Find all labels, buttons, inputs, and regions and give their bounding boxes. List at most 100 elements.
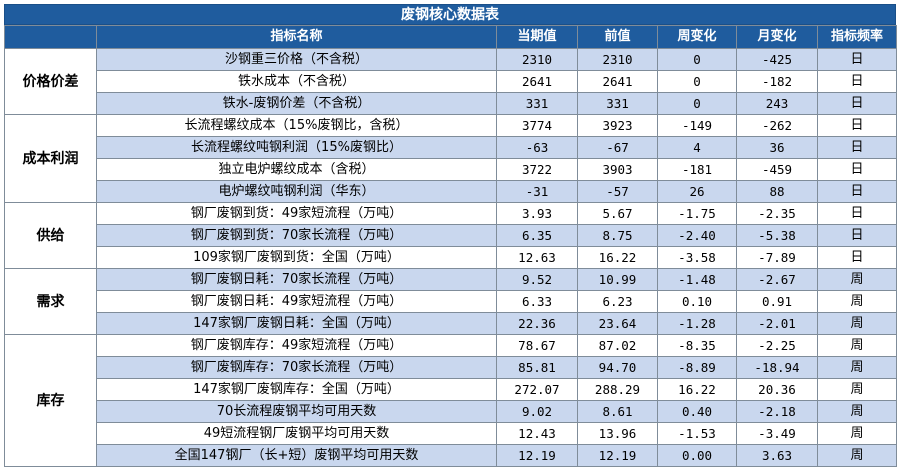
previous-value-cell: 3903 bbox=[577, 158, 658, 181]
previous-value-cell: 23.64 bbox=[577, 312, 658, 335]
current-value-cell: 12.19 bbox=[496, 444, 578, 467]
weekly-change-cell: 0 bbox=[657, 70, 737, 93]
previous-value-cell: 288.29 bbox=[577, 378, 658, 401]
monthly-change-cell: -2.01 bbox=[736, 312, 818, 335]
frequency-cell: 周 bbox=[817, 290, 897, 313]
previous-value-cell: 13.96 bbox=[577, 422, 658, 445]
weekly-change-cell: -8.89 bbox=[657, 356, 737, 379]
table-row: 钢厂废钢库存：70家长流程（万吨） 85.81 94.70 -8.89 -18.94 周 bbox=[5, 356, 897, 379]
monthly-change-cell: -2.35 bbox=[736, 202, 818, 225]
current-value-cell: 85.81 bbox=[496, 356, 578, 379]
frequency-cell: 日 bbox=[817, 48, 897, 71]
weekly-change-cell: 0.00 bbox=[657, 444, 737, 467]
category-label: 库存 bbox=[4, 334, 97, 467]
table-title: 废钢核心数据表 bbox=[4, 4, 896, 25]
monthly-change-cell: -7.89 bbox=[736, 246, 818, 269]
category-label: 成本利润 bbox=[4, 114, 97, 203]
indicator-name-cell: 长流程螺纹吨钢利润（15%废钢比） bbox=[96, 136, 497, 159]
header-previous-value: 前值 bbox=[577, 25, 658, 49]
current-value-cell: 2641 bbox=[496, 70, 578, 93]
indicator-name-cell: 钢厂废钢日耗：49家短流程（万吨） bbox=[96, 290, 497, 313]
monthly-change-cell: -18.94 bbox=[736, 356, 818, 379]
category-label: 价格价差 bbox=[4, 48, 97, 115]
weekly-change-cell: -1.75 bbox=[657, 202, 737, 225]
table-row: 铁水成本（不含税） 2641 2641 0 -182 日 bbox=[5, 70, 897, 93]
indicator-name-cell: 钢厂废钢日耗：70家长流程（万吨） bbox=[96, 268, 497, 291]
current-value-cell: 78.67 bbox=[496, 334, 578, 357]
scrap-steel-data-table: 废钢核心数据表 指标名称 当期值 前值 周变化 月变化 指标频率 价格价差 沙钢重… bbox=[4, 4, 897, 467]
weekly-change-cell: -1.53 bbox=[657, 422, 737, 445]
previous-value-cell: 5.67 bbox=[577, 202, 658, 225]
table-row: 70长流程废钢平均可用天数 9.02 8.61 0.40 -2.18 周 bbox=[5, 400, 897, 423]
header-current-value: 当期值 bbox=[496, 25, 578, 49]
category-label: 供给 bbox=[4, 202, 97, 269]
monthly-change-cell: -425 bbox=[736, 48, 818, 71]
current-value-cell: 331 bbox=[496, 92, 578, 115]
previous-value-cell: 87.02 bbox=[577, 334, 658, 357]
current-value-cell: -63 bbox=[496, 136, 578, 159]
monthly-change-cell: -5.38 bbox=[736, 224, 818, 247]
previous-value-cell: 12.19 bbox=[577, 444, 658, 467]
monthly-change-cell: -2.25 bbox=[736, 334, 818, 357]
table-row: 库存 钢厂废钢库存：49家短流程（万吨） 78.67 87.02 -8.35 -2.25 周 bbox=[4, 334, 897, 467]
current-value-cell: 12.43 bbox=[496, 422, 578, 445]
monthly-change-cell: -2.67 bbox=[736, 268, 818, 291]
current-value-cell: 3774 bbox=[496, 114, 578, 137]
weekly-change-cell: 4 bbox=[657, 136, 737, 159]
indicator-name-cell: 钢厂废钢到货：70家长流程（万吨） bbox=[96, 224, 497, 247]
header-row: 指标名称 当期值 前值 周变化 月变化 指标频率 bbox=[4, 25, 897, 49]
table-row: 价格价差 沙钢重三价格（不含税） 2310 2310 0 -425 日 bbox=[4, 48, 897, 115]
previous-value-cell: 2641 bbox=[577, 70, 658, 93]
table-row: 铁水-废钢价差（不含税） 331 331 0 243 日 bbox=[5, 92, 897, 115]
monthly-change-cell: 20.36 bbox=[736, 378, 818, 401]
current-value-cell: 9.02 bbox=[496, 400, 578, 423]
current-value-cell: 2310 bbox=[496, 48, 578, 71]
indicator-name-cell: 钢厂废钢库存：70家长流程（万吨） bbox=[96, 356, 497, 379]
current-value-cell: 6.33 bbox=[496, 290, 578, 313]
weekly-change-cell: 0 bbox=[657, 48, 737, 71]
indicator-name-cell: 全国147钢厂（长+短）废钢平均可用天数 bbox=[96, 444, 497, 467]
previous-value-cell: -67 bbox=[577, 136, 658, 159]
weekly-change-cell: -181 bbox=[657, 158, 737, 181]
monthly-change-cell: -2.18 bbox=[736, 400, 818, 423]
current-value-cell: 3.93 bbox=[496, 202, 578, 225]
weekly-change-cell: 0.10 bbox=[657, 290, 737, 313]
current-value-cell: 3722 bbox=[496, 158, 578, 181]
frequency-cell: 周 bbox=[817, 334, 897, 357]
header-frequency: 指标频率 bbox=[817, 25, 897, 49]
weekly-change-cell: 26 bbox=[657, 180, 737, 203]
monthly-change-cell: 243 bbox=[736, 92, 818, 115]
indicator-name-cell: 电炉螺纹吨钢利润（华东） bbox=[96, 180, 497, 203]
frequency-cell: 周 bbox=[817, 312, 897, 335]
table-row: 独立电炉螺纹成本（含税） 3722 3903 -181 -459 日 bbox=[5, 158, 897, 181]
header-monthly-change: 月变化 bbox=[736, 25, 818, 49]
table-row: 需求 钢厂废钢日耗：70家长流程（万吨） 9.52 10.99 -1.48 -2.67 周 bbox=[4, 268, 897, 335]
monthly-change-cell: -262 bbox=[736, 114, 818, 137]
weekly-change-cell: 16.22 bbox=[657, 378, 737, 401]
indicator-name-cell: 沙钢重三价格（不含税） bbox=[96, 48, 497, 71]
previous-value-cell: 16.22 bbox=[577, 246, 658, 269]
table-row: 钢厂废钢日耗：49家短流程（万吨） 6.33 6.23 0.10 0.91 周 bbox=[5, 290, 897, 313]
indicator-name-cell: 147家钢厂废钢库存：全国（万吨） bbox=[96, 378, 497, 401]
monthly-change-cell: 0.91 bbox=[736, 290, 818, 313]
weekly-change-cell: -1.28 bbox=[657, 312, 737, 335]
frequency-cell: 周 bbox=[817, 356, 897, 379]
frequency-cell: 日 bbox=[817, 224, 897, 247]
current-value-cell: 9.52 bbox=[496, 268, 578, 291]
previous-value-cell: 3923 bbox=[577, 114, 658, 137]
weekly-change-cell: -149 bbox=[657, 114, 737, 137]
header-indicator-name: 指标名称 bbox=[96, 25, 497, 49]
table-row: 长流程螺纹吨钢利润（15%废钢比） -63 -67 4 36 日 bbox=[5, 136, 897, 159]
indicator-name-cell: 钢厂废钢到货：49家短流程（万吨） bbox=[96, 202, 497, 225]
category-label: 需求 bbox=[4, 268, 97, 335]
weekly-change-cell: -3.58 bbox=[657, 246, 737, 269]
indicator-name-cell: 49短流程钢厂废钢平均可用天数 bbox=[96, 422, 497, 445]
frequency-cell: 周 bbox=[817, 400, 897, 423]
frequency-cell: 周 bbox=[817, 444, 897, 467]
current-value-cell: 272.07 bbox=[496, 378, 578, 401]
weekly-change-cell: -2.40 bbox=[657, 224, 737, 247]
monthly-change-cell: -182 bbox=[736, 70, 818, 93]
previous-value-cell: 10.99 bbox=[577, 268, 658, 291]
weekly-change-cell: -1.48 bbox=[657, 268, 737, 291]
previous-value-cell: 8.75 bbox=[577, 224, 658, 247]
